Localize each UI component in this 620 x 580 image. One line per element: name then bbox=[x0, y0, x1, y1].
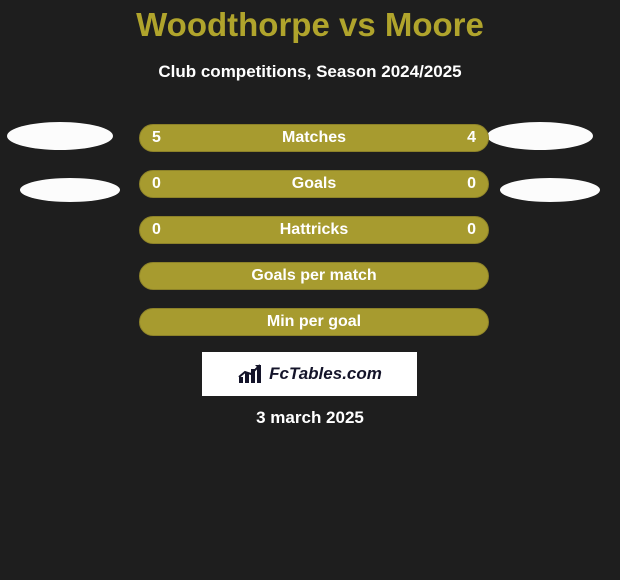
stat-value-left: 5 bbox=[152, 124, 161, 152]
stat-value-right: 0 bbox=[467, 170, 476, 198]
stat-label: Goals per match bbox=[139, 262, 489, 290]
stat-value-left: 0 bbox=[152, 216, 161, 244]
comparison-infographic: Woodthorpe vs Moore Club competitions, S… bbox=[0, 0, 620, 580]
stat-value-left: 0 bbox=[152, 170, 161, 198]
logo-box: FcTables.com bbox=[202, 352, 417, 396]
stat-row: Goals per match bbox=[0, 262, 620, 290]
stat-label: Goals bbox=[139, 170, 489, 198]
stat-row: Goals0 0 bbox=[0, 170, 620, 198]
subtitle: Club competitions, Season 2024/2025 bbox=[0, 62, 620, 82]
stat-label: Matches bbox=[139, 124, 489, 152]
date-text: 3 march 2025 bbox=[0, 408, 620, 428]
stat-rows: Matches54Goals00Hattricks00Goals per mat… bbox=[0, 124, 620, 354]
stat-label: Hattricks bbox=[139, 216, 489, 244]
stat-value-right: 0 bbox=[467, 216, 476, 244]
stat-row: Hattricks0 0 bbox=[0, 216, 620, 244]
stat-row: Matches5 4 bbox=[0, 124, 620, 152]
logo-text: FcTables.com bbox=[269, 364, 382, 384]
stat-value-right: 4 bbox=[467, 124, 476, 152]
stat-row: Min per goal bbox=[0, 308, 620, 336]
stat-label: Min per goal bbox=[139, 308, 489, 336]
page-title: Woodthorpe vs Moore bbox=[0, 6, 620, 44]
logo-bars-icon bbox=[237, 363, 263, 385]
